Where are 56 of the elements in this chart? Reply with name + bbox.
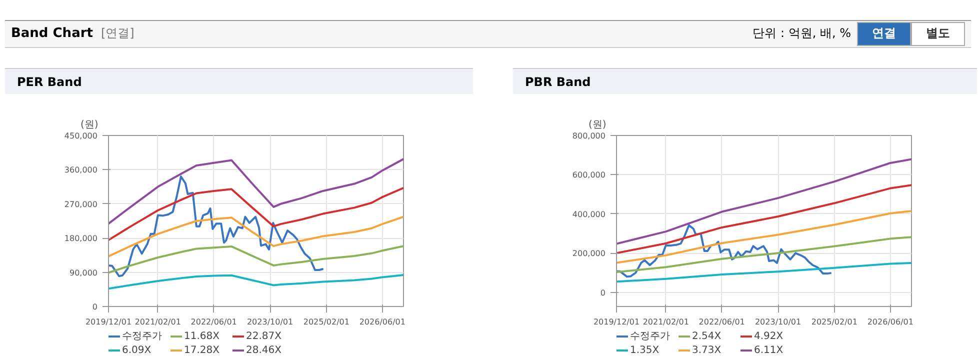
legend-label: 2.54X [692,330,722,343]
legend-label: 1.35X [630,344,660,357]
text: Band Chart [11,26,93,41]
y-tick-label: 800,000 [572,132,606,140]
text: 연결 [857,22,911,46]
x-tick-label: 2023/10/01 [754,318,802,326]
text: 단위 : 억원, 배, % [752,26,851,40]
y-axis-title: (원) [588,120,606,130]
line-series [108,158,404,225]
y-tick-label: 270,000 [64,200,98,209]
y-tick-label: 90,000 [70,268,98,278]
x-tick-label: 2026/06/01 [867,318,914,326]
legend-label: 3.73X [692,344,722,357]
legend-label: 17.28X [184,344,220,357]
x-tick-label: 2022/06/01 [698,318,745,326]
x-tick-label: 2021/02/01 [134,318,181,326]
x-tick-label: 2026/06/01 [359,318,406,326]
line-series [108,176,324,278]
legend-label: 수정주가 [122,330,163,343]
line-series [616,236,912,274]
chart-title: PER Band [5,68,473,94]
line-series [616,224,832,278]
y-tick-label: 200,000 [572,249,606,258]
legend-label: 11.68X [184,330,220,343]
line-series [616,262,912,283]
text: 별도 [911,22,965,46]
x-tick-label: 2023/10/01 [246,318,294,326]
x-tick-label: 2025/02/01 [303,318,350,326]
text: [연결] [100,26,134,40]
legend-label: 6.09X [122,344,152,357]
y-axis-title: (원) [80,120,98,130]
y-tick-label: 0 [92,302,98,312]
x-tick-label: 2019/12/01 [593,318,640,326]
y-tick-label: 360,000 [64,166,98,175]
legend-label: 4.92X [754,330,784,343]
legend-label: 6.11X [754,344,784,357]
y-tick-label: 400,000 [572,210,606,219]
x-tick-label: 2021/02/01 [642,318,689,326]
x-tick-label: 2019/12/01 [85,318,132,326]
x-tick-label: 2025/02/01 [811,318,858,326]
line-series [108,186,404,241]
line-series [108,274,404,290]
line-series [616,184,912,254]
legend-label: 수정주가 [630,330,671,343]
y-tick-label: 600,000 [572,170,606,180]
line-series [616,210,912,264]
legend-label: 22.87X [246,330,282,343]
x-tick-label: 2022/06/01 [190,318,237,326]
legend-label: 28.46X [246,344,282,357]
y-tick-label: 0 [600,288,606,298]
y-tick-label: 180,000 [64,234,98,244]
line-series [616,158,912,245]
line-series [108,216,404,258]
y-tick-label: 450,000 [64,132,98,140]
line-series [108,245,404,274]
chart-title: PBR Band [513,68,977,94]
